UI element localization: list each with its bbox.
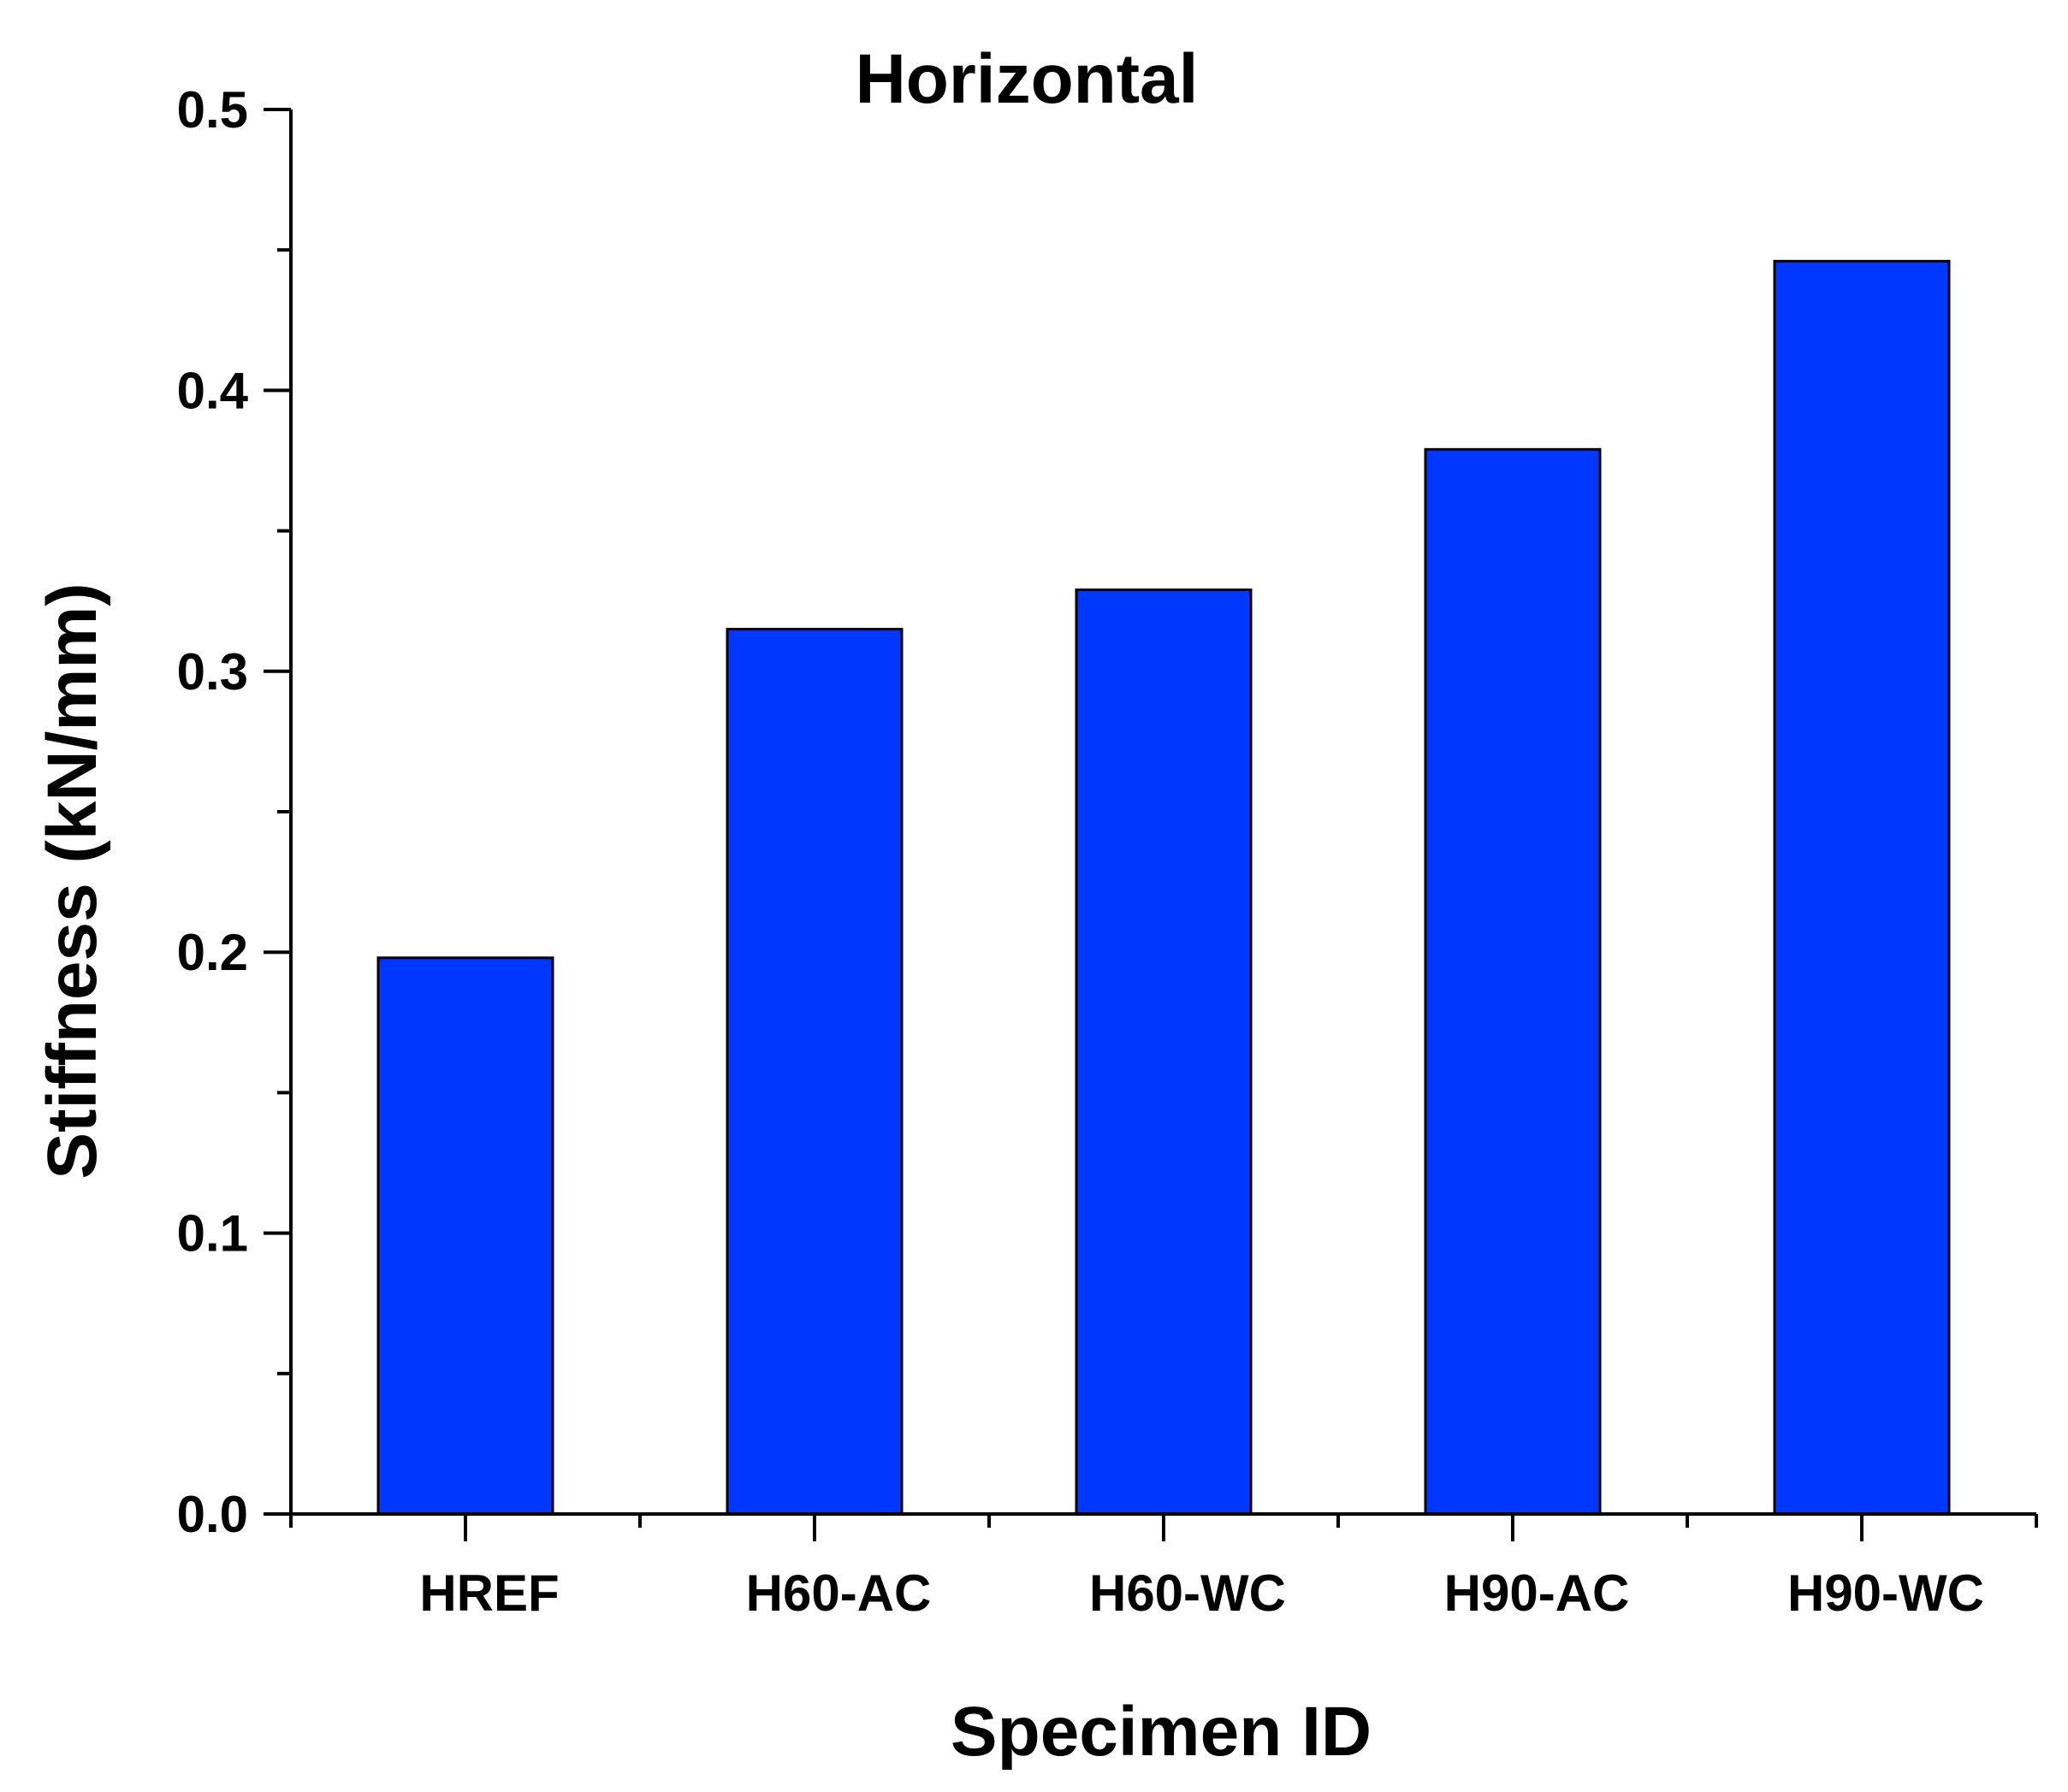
x-axis-label: Specimen ID — [951, 1693, 1372, 1771]
y-tick-label: 0.3 — [177, 643, 248, 701]
bar-h60-ac — [726, 628, 904, 1516]
chart-title: Horizontal — [856, 40, 1199, 118]
y-tick-label: 0.1 — [177, 1205, 248, 1263]
x-tick-label: H90-WC — [1787, 1564, 1984, 1622]
bar-h90-ac — [1424, 447, 1602, 1516]
bars-group — [376, 259, 1951, 1516]
y-axis-label: Stiffness (kN/mm) — [33, 583, 111, 1179]
y-axis-ticks: 0.0 0.1 0.2 0.3 0.4 0.5 — [177, 81, 291, 1543]
bar-h90-wc — [1773, 259, 1951, 1516]
y-tick-label: 0.0 — [177, 1486, 248, 1543]
x-tick-label: HREF — [419, 1564, 559, 1622]
y-tick-label: 0.2 — [177, 924, 248, 981]
y-tick-label: 0.5 — [177, 81, 248, 139]
x-tick-label: H60-WC — [1089, 1564, 1286, 1622]
x-tick-label: H90-AC — [1444, 1564, 1630, 1622]
bar-h60-wc — [1075, 588, 1253, 1516]
bar-href — [376, 956, 554, 1516]
x-axis-ticks: HREF H60-AC H60-WC H90-AC H90-WC — [289, 1514, 2038, 1622]
x-tick-label: H60-AC — [746, 1564, 932, 1622]
y-tick-label: 0.4 — [177, 362, 249, 419]
